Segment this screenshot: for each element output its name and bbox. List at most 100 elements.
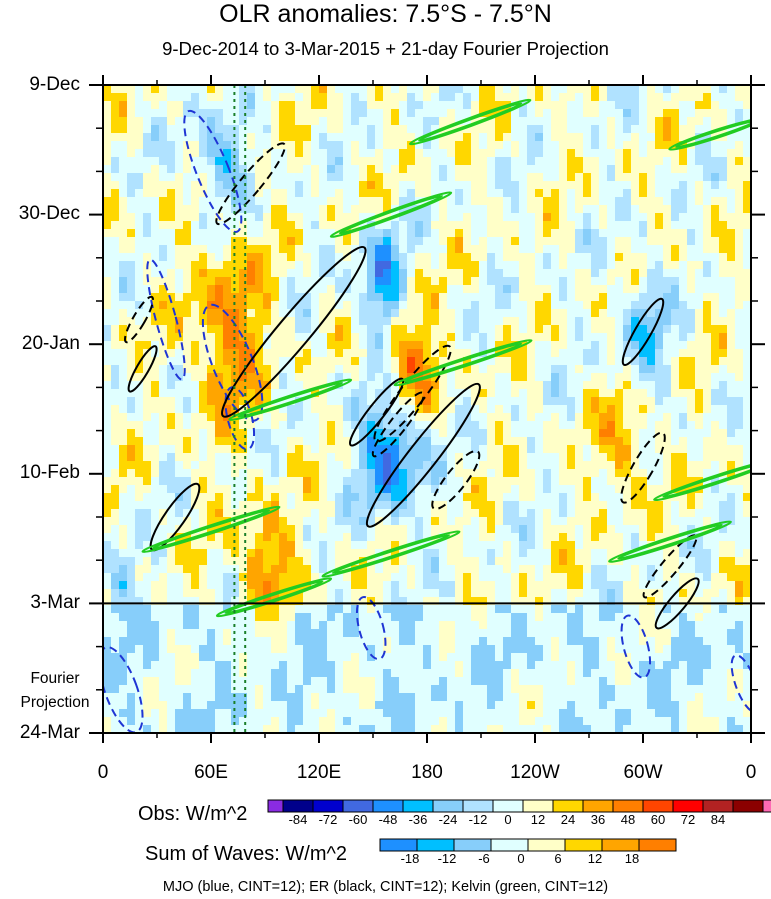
heatmap-cell bbox=[359, 445, 367, 453]
heatmap-cell bbox=[383, 485, 391, 493]
heatmap-cell bbox=[239, 405, 247, 413]
heatmap-cell bbox=[167, 269, 175, 277]
heatmap-cell bbox=[591, 309, 599, 317]
heatmap-cell bbox=[351, 381, 359, 389]
heatmap-cell bbox=[255, 301, 263, 309]
heatmap-cell bbox=[255, 101, 263, 109]
heatmap-cell bbox=[591, 365, 599, 373]
heatmap-cell bbox=[511, 445, 519, 453]
heatmap-cell bbox=[567, 109, 575, 117]
heatmap-cell bbox=[239, 301, 247, 309]
heatmap-cell bbox=[447, 725, 455, 733]
heatmap-cell bbox=[351, 493, 359, 501]
heatmap-cell bbox=[439, 669, 447, 677]
heatmap-cell bbox=[551, 389, 559, 397]
heatmap-cell bbox=[311, 397, 319, 405]
heatmap-cell bbox=[543, 533, 551, 541]
heatmap-cell bbox=[223, 581, 231, 589]
heatmap-cell bbox=[327, 197, 335, 205]
heatmap-cell bbox=[447, 517, 455, 525]
heatmap-cell bbox=[175, 685, 183, 693]
heatmap-cell bbox=[359, 373, 367, 381]
heatmap-cell bbox=[135, 469, 143, 477]
heatmap-cell bbox=[439, 173, 447, 181]
heatmap-cell bbox=[519, 389, 527, 397]
heatmap-cell bbox=[375, 469, 383, 477]
heatmap-cell bbox=[319, 621, 327, 629]
heatmap-cell bbox=[383, 365, 391, 373]
heatmap-cell bbox=[471, 253, 479, 261]
heatmap-cell bbox=[151, 229, 159, 237]
heatmap-cell bbox=[567, 557, 575, 565]
heatmap-cell bbox=[111, 645, 119, 653]
heatmap-cell bbox=[263, 341, 271, 349]
heatmap-cell bbox=[271, 485, 279, 493]
heatmap-cell bbox=[247, 141, 255, 149]
heatmap-cell bbox=[431, 93, 439, 101]
heatmap-cell bbox=[303, 85, 311, 93]
heatmap-cell bbox=[391, 133, 399, 141]
heatmap-cell bbox=[215, 589, 223, 597]
heatmap-cell bbox=[103, 613, 111, 621]
heatmap-cell bbox=[391, 109, 399, 117]
heatmap-cell bbox=[343, 381, 351, 389]
heatmap-cell bbox=[135, 613, 143, 621]
heatmap-cell bbox=[519, 309, 527, 317]
heatmap-cell bbox=[247, 533, 255, 541]
heatmap-cell bbox=[367, 517, 375, 525]
heatmap-cell bbox=[511, 645, 519, 653]
heatmap-cell bbox=[495, 453, 503, 461]
heatmap-cell bbox=[511, 517, 519, 525]
heatmap-cell bbox=[167, 581, 175, 589]
heatmap-cell bbox=[183, 93, 191, 101]
heatmap-cell bbox=[487, 189, 495, 197]
heatmap-cell bbox=[335, 717, 343, 725]
heatmap-cell bbox=[279, 429, 287, 437]
heatmap-cell bbox=[479, 461, 487, 469]
heatmap-cell bbox=[423, 117, 431, 125]
heatmap-cell bbox=[423, 405, 431, 413]
heatmap-cell bbox=[151, 245, 159, 253]
heatmap-cell bbox=[287, 621, 295, 629]
heatmap-cell bbox=[439, 461, 447, 469]
heatmap-cell bbox=[343, 429, 351, 437]
heatmap-cell bbox=[207, 197, 215, 205]
heatmap-cell bbox=[303, 397, 311, 405]
heatmap-cell bbox=[335, 533, 343, 541]
heatmap-cell bbox=[207, 597, 215, 605]
heatmap-cell bbox=[103, 333, 111, 341]
heatmap-cell bbox=[567, 117, 575, 125]
heatmap-cell bbox=[263, 493, 271, 501]
heatmap-cell bbox=[535, 557, 543, 565]
heatmap-cell bbox=[447, 213, 455, 221]
heatmap-cell bbox=[303, 101, 311, 109]
heatmap-cell bbox=[303, 173, 311, 181]
heatmap-cell bbox=[311, 229, 319, 237]
heatmap-cell bbox=[111, 637, 119, 645]
heatmap-cell bbox=[495, 541, 503, 549]
heatmap-cell bbox=[511, 413, 519, 421]
heatmap-cell bbox=[191, 277, 199, 285]
heatmap-cell bbox=[527, 397, 535, 405]
heatmap-cell bbox=[455, 461, 463, 469]
heatmap-cell bbox=[367, 229, 375, 237]
heatmap-cell bbox=[351, 165, 359, 173]
heatmap-cell bbox=[407, 637, 415, 645]
heatmap-cell bbox=[335, 429, 343, 437]
heatmap-cell bbox=[111, 221, 119, 229]
heatmap-cell bbox=[447, 85, 455, 93]
heatmap-cell bbox=[335, 109, 343, 117]
heatmap-cell bbox=[343, 621, 351, 629]
heatmap-cell bbox=[503, 117, 511, 125]
heatmap-cell bbox=[159, 725, 167, 733]
heatmap-cell bbox=[391, 357, 399, 365]
heatmap-cell bbox=[335, 197, 343, 205]
heatmap-cell bbox=[151, 445, 159, 453]
heatmap-cell bbox=[399, 429, 407, 437]
heatmap-cell bbox=[511, 141, 519, 149]
heatmap-cell bbox=[287, 637, 295, 645]
heatmap-cell bbox=[295, 317, 303, 325]
heatmap-cell bbox=[423, 517, 431, 525]
heatmap-cell bbox=[223, 301, 231, 309]
heatmap-cell bbox=[143, 333, 151, 341]
